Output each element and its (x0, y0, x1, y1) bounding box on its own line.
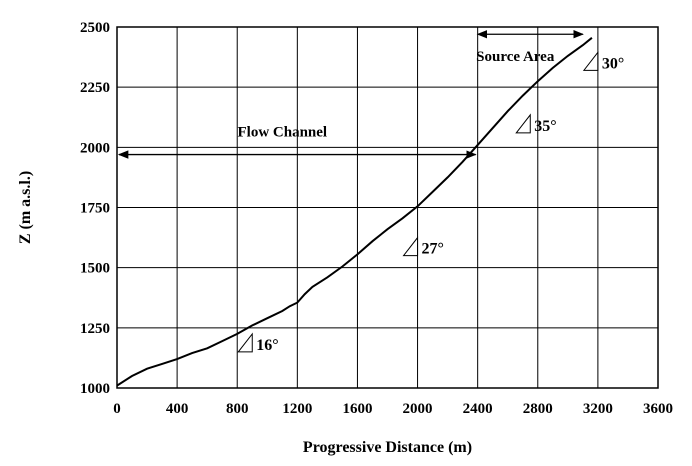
slope-angle-label: 16° (256, 337, 278, 354)
slope-angle-label: 35° (534, 118, 556, 135)
y-tick-label: 1250 (80, 321, 110, 337)
x-tick-label: 3200 (583, 401, 613, 417)
y-tick-label: 1750 (80, 201, 110, 217)
x-axis-ticks: 0 400 800 1200 1600 2000 2400 2800 3200 3600 (113, 401, 673, 417)
y-axis-label: Z (m a.s.l.) (17, 171, 34, 244)
plot-frame (116, 26, 659, 389)
source-area-label: Source Area (476, 49, 555, 65)
x-tick-label: 800 (226, 401, 249, 417)
y-tick-label: 2250 (80, 80, 110, 96)
slope-triangle-icon (402, 236, 419, 257)
slope-triangle-icon (582, 50, 599, 71)
x-axis-label: Progressive Distance (m) (303, 439, 472, 456)
x-tick-label: 2400 (463, 401, 493, 417)
x-tick-label: 400 (166, 401, 189, 417)
grid-lines (116, 26, 659, 389)
x-tick-label: 3600 (643, 401, 673, 417)
y-tick-label: 1000 (80, 381, 110, 397)
slope-angle-label: 27° (422, 241, 444, 258)
x-tick-label: 1600 (342, 401, 372, 417)
x-tick-label: 2000 (403, 401, 433, 417)
slope-triangle-icon (515, 113, 531, 134)
x-tick-label: 1200 (282, 401, 312, 417)
slope-angle-label: 30° (602, 55, 624, 72)
y-tick-label: 2000 (80, 140, 110, 156)
x-tick-label: 0 (113, 401, 121, 417)
annotations: Flow Channel Source Area 16° 27° 35° 30° (117, 30, 624, 354)
x-tick-label: 2800 (523, 401, 553, 417)
flow-channel-label: Flow Channel (238, 125, 328, 141)
slope-markers: 16° 27° 35° 30° (237, 50, 624, 354)
elevation-profile-line (116, 37, 593, 387)
y-tick-label: 2500 (80, 20, 110, 36)
slope-triangle-icon (237, 332, 253, 353)
y-axis-ticks: 1000 1250 1500 1750 2000 2250 2500 (80, 20, 110, 397)
y-tick-label: 1500 (80, 261, 110, 277)
